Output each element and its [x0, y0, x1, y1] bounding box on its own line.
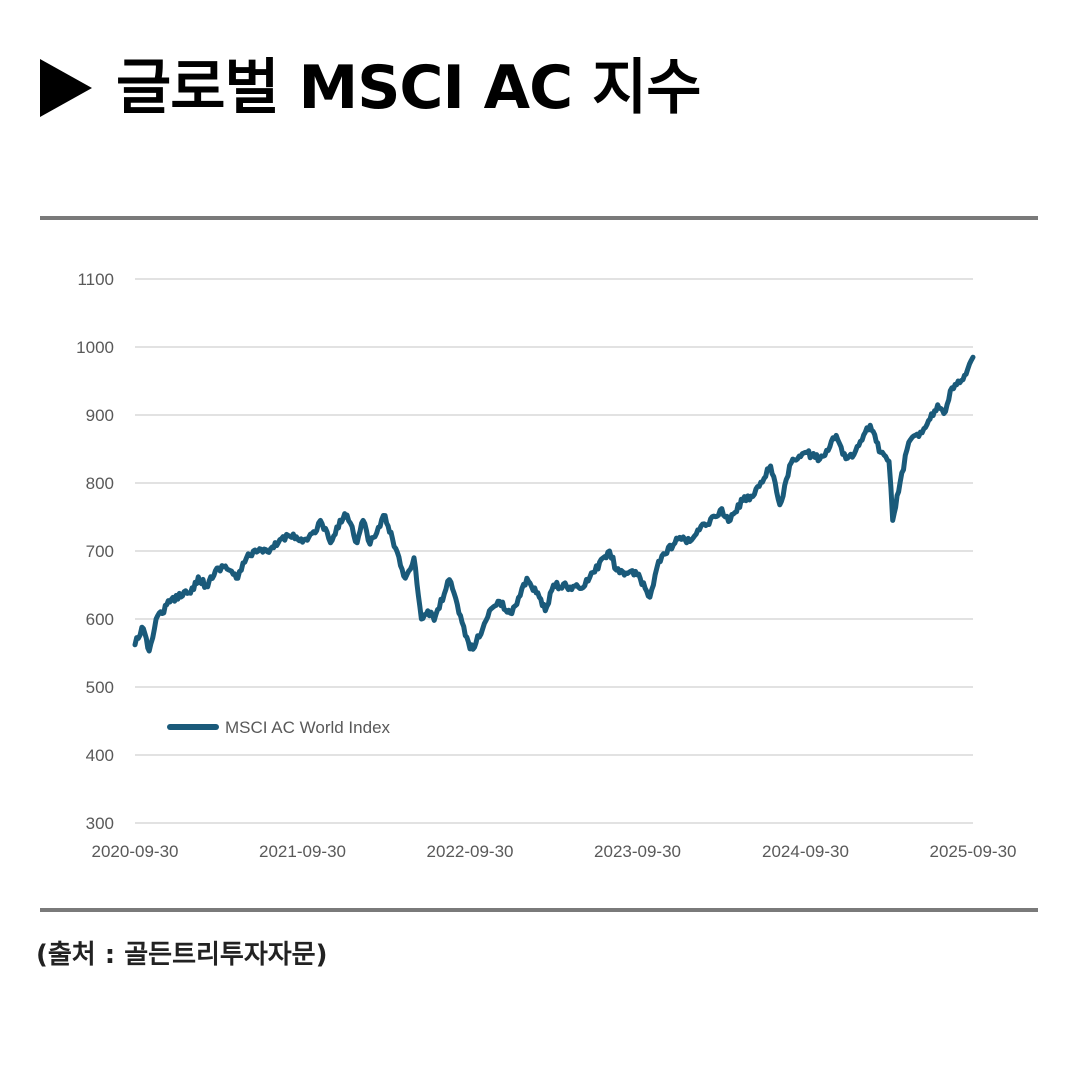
page-title: 글로벌 MSCI AC 지수	[40, 50, 701, 126]
x-axis-ticks: 2020-09-30 2021-09-30 2022-09-30 2023-09-30…	[92, 842, 1017, 861]
x-tick-label: 2024-09-30	[762, 842, 849, 861]
x-tick-label: 2020-09-30	[92, 842, 179, 861]
line-chart: 300 400 500 600 700 800 900 1000 1100 2020-09-30…	[76, 270, 1017, 861]
y-tick-label: 700	[86, 542, 114, 561]
series-lines	[132, 354, 976, 654]
y-tick-label: 300	[86, 814, 114, 833]
play-triangle-icon	[40, 59, 92, 117]
x-tick-label: 2022-09-30	[427, 842, 514, 861]
y-tick-label: 1000	[76, 338, 114, 357]
top-divider	[40, 216, 1038, 220]
x-tick-label: 2023-09-30	[594, 842, 681, 861]
x-tick-label: 2025-09-30	[930, 842, 1017, 861]
source-note: (출처 : 골든트리투자자문)	[36, 940, 328, 970]
page-title-text: 글로벌 MSCI AC 지수	[116, 53, 701, 123]
y-tick-label: 1100	[77, 270, 114, 289]
y-tick-label: 800	[86, 474, 114, 493]
y-tick-label: 600	[86, 610, 114, 629]
grid-lines	[135, 278, 973, 824]
legend: MSCI AC World Index	[167, 718, 391, 737]
y-tick-label: 900	[86, 406, 114, 425]
y-axis-ticks: 300 400 500 600 700 800 900 1000 1100	[76, 270, 114, 833]
series-line	[132, 354, 976, 654]
legend-label: MSCI AC World Index	[225, 718, 391, 737]
x-tick-label: 2021-09-30	[259, 842, 346, 861]
y-tick-label: 400	[86, 746, 114, 765]
y-tick-label: 500	[86, 678, 114, 697]
bottom-divider	[40, 908, 1038, 912]
